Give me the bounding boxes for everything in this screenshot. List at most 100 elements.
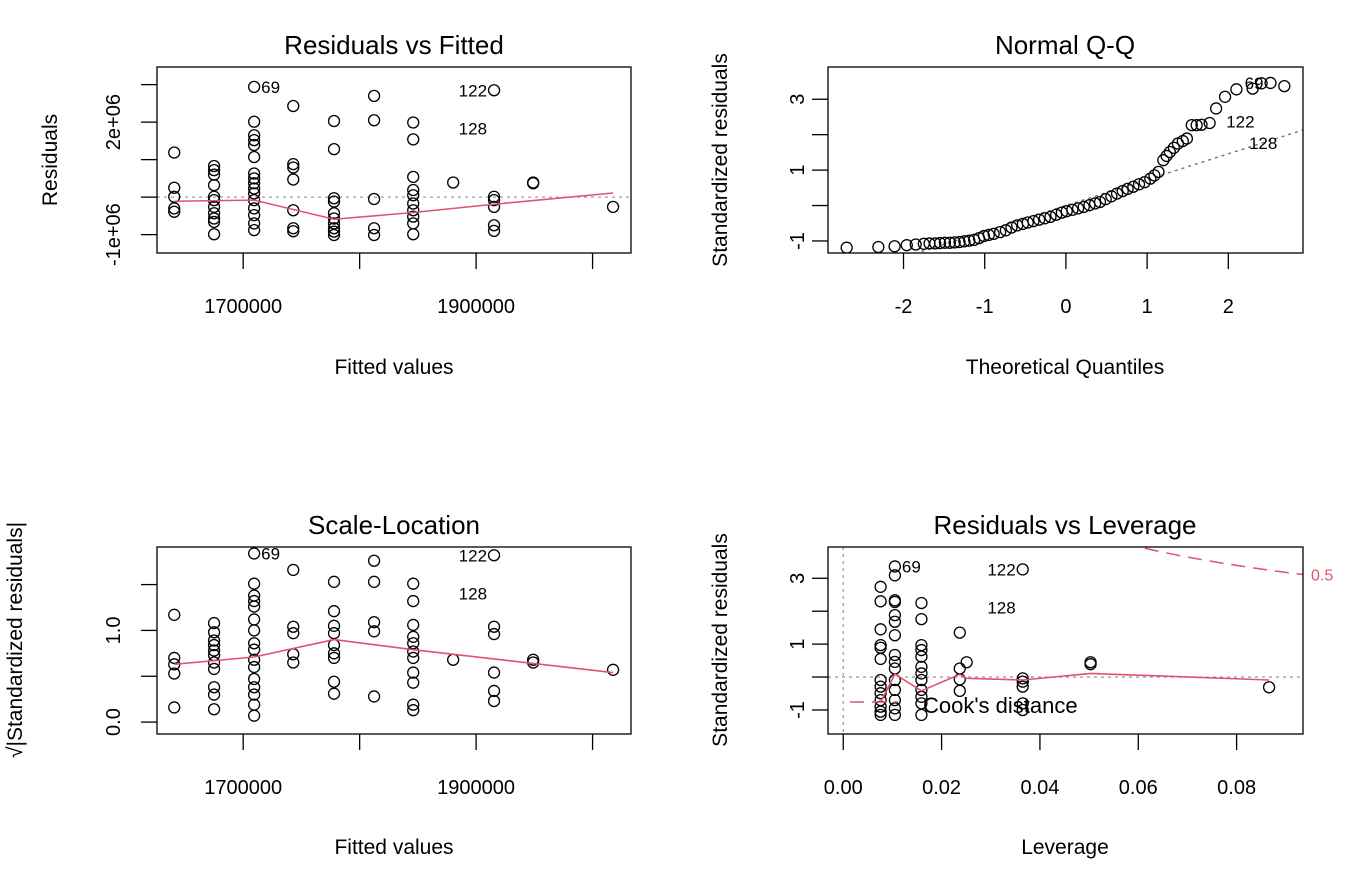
- data-point: [1264, 76, 1277, 90]
- data-point: [247, 80, 261, 94]
- data-point: [327, 687, 341, 700]
- x-tick-label: 2: [1223, 296, 1234, 318]
- x-axis-label: Leverage: [1021, 836, 1109, 859]
- x-axis-label: Fitted values: [334, 356, 453, 379]
- data-point: [407, 183, 420, 197]
- data-point: [247, 600, 261, 613]
- data-point: [207, 703, 221, 716]
- smoother-line: [879, 672, 1270, 703]
- point-label: 69: [261, 78, 280, 97]
- x-tick-label: 1900000: [437, 777, 515, 799]
- panel-residuals-vs-fitted: Residuals vs Fitted Fitted values Residu…: [39, 30, 632, 379]
- x-tick-label: 0.00: [824, 777, 863, 799]
- data-point: [407, 651, 420, 665]
- x-tick-label: 1: [1142, 296, 1153, 318]
- data-point: [1093, 195, 1107, 209]
- data-point: [287, 620, 300, 633]
- data-point: [1160, 149, 1173, 163]
- data-point: [953, 235, 966, 249]
- data-point: [247, 223, 261, 237]
- data-point: [407, 618, 420, 632]
- data-point: [287, 99, 300, 113]
- y-tick-label: 1: [787, 639, 809, 650]
- data-point: [287, 173, 300, 186]
- data-point: [527, 177, 540, 190]
- y-axis-label: Residuals: [39, 114, 62, 206]
- data-point: [247, 660, 261, 674]
- x-tick-label: 1700000: [204, 777, 282, 799]
- data-point: [874, 652, 887, 666]
- x-tick-label: 1900000: [437, 296, 515, 318]
- data-point: [247, 688, 261, 701]
- data-point: [207, 212, 221, 225]
- data-point: [407, 577, 420, 590]
- y-axis-label: √|Standardized residuals|: [4, 522, 27, 758]
- point-label: 122: [1226, 112, 1254, 131]
- data-point: [487, 694, 501, 708]
- data-point: [1084, 658, 1097, 671]
- data-point: [958, 235, 971, 248]
- data-point: [407, 645, 420, 658]
- data-point: [247, 129, 261, 142]
- data-point: [407, 116, 420, 129]
- data-point: [953, 626, 966, 639]
- chart-title: Residuals vs Leverage: [933, 510, 1196, 540]
- data-point: [1218, 90, 1232, 103]
- data-point: [247, 594, 261, 608]
- data-point: [888, 629, 902, 642]
- data-point: [987, 227, 1000, 241]
- data-point: [407, 666, 420, 679]
- data-point: [1127, 180, 1140, 193]
- data-point: [1016, 680, 1029, 693]
- data-point: [487, 200, 501, 214]
- data-point: [487, 620, 501, 633]
- data-point: [247, 217, 261, 230]
- data-point: [407, 704, 420, 717]
- smoother-line: [174, 192, 614, 221]
- plot-area: [828, 547, 1303, 734]
- data-point: [247, 653, 261, 666]
- data-point: [207, 681, 221, 694]
- panel-scale-location: Scale-Location Fitted values √|Standardi…: [4, 510, 632, 859]
- y-tick-label: -1: [787, 232, 809, 250]
- data-point: [168, 202, 181, 215]
- qq-reference-line: [914, 129, 1303, 253]
- data-point: [487, 190, 501, 203]
- data-point: [207, 228, 221, 241]
- data-point: [1071, 202, 1085, 215]
- data-point: [888, 702, 902, 715]
- data-point: [1148, 169, 1161, 182]
- data-point: [207, 159, 221, 173]
- x-tick-label: 0.04: [1020, 777, 1059, 799]
- data-point: [367, 114, 381, 127]
- data-point: [888, 693, 902, 707]
- data-point: [1278, 79, 1291, 93]
- data-point: [915, 667, 928, 680]
- y-tick-label: 0.0: [103, 708, 125, 736]
- data-point: [606, 663, 620, 676]
- data-point: [1016, 697, 1029, 710]
- data-point: [874, 595, 887, 608]
- data-point: [1005, 221, 1018, 234]
- x-tick-label: -1: [976, 296, 994, 318]
- data-point: [287, 222, 300, 235]
- data-point: [1157, 154, 1170, 167]
- data-point: [367, 192, 381, 206]
- data-point: [1016, 703, 1029, 717]
- data-point: [487, 224, 501, 238]
- data-point: [915, 683, 928, 697]
- data-point: [168, 146, 181, 159]
- data-point: [915, 612, 928, 626]
- data-point: [1167, 141, 1181, 154]
- y-axis-label: Standardized residuals: [709, 533, 732, 747]
- x-tick-label: 0: [1060, 296, 1071, 318]
- data-point: [407, 676, 420, 689]
- data-point: [1088, 197, 1102, 210]
- data-point: [207, 638, 221, 652]
- data-point: [247, 577, 261, 590]
- data-point: [487, 627, 501, 641]
- data-point: [999, 224, 1012, 237]
- data-point: [287, 627, 300, 640]
- data-point: [1209, 102, 1223, 115]
